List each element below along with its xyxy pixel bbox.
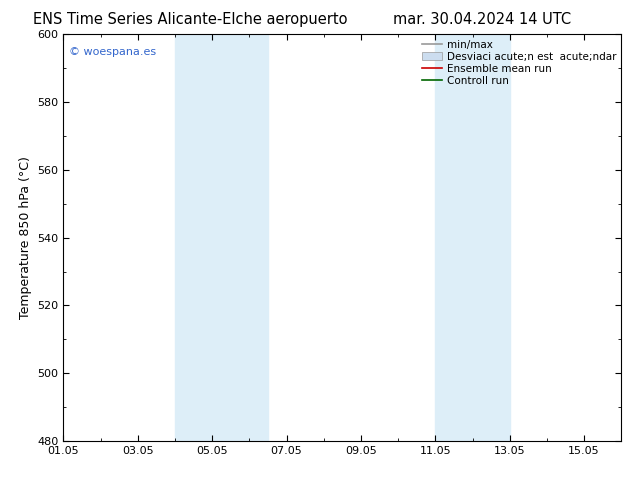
Bar — [175, 34, 268, 441]
Text: © woespana.es: © woespana.es — [69, 47, 156, 56]
Legend: min/max, Desviaci acute;n est  acute;ndar, Ensemble mean run, Controll run: min/max, Desviaci acute;n est acute;ndar… — [420, 37, 618, 88]
Bar — [436, 34, 510, 441]
Text: mar. 30.04.2024 14 UTC: mar. 30.04.2024 14 UTC — [393, 12, 571, 27]
Text: ENS Time Series Alicante-Elche aeropuerto: ENS Time Series Alicante-Elche aeropuert… — [33, 12, 347, 27]
Y-axis label: Temperature 850 hPa (°C): Temperature 850 hPa (°C) — [19, 156, 32, 319]
